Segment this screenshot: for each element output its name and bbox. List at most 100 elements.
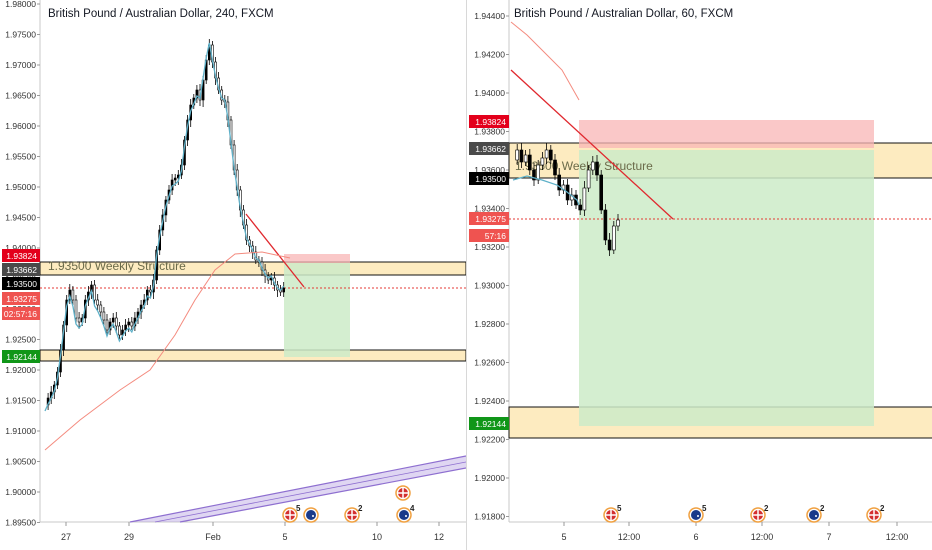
candle-body bbox=[118, 325, 121, 336]
price-tick-label: 1.94000 bbox=[5, 243, 36, 253]
stop-loss-zone[interactable] bbox=[579, 120, 874, 148]
ema-fast-line[interactable] bbox=[44, 42, 285, 412]
ema-slow-line[interactable] bbox=[44, 251, 291, 451]
uk-flag-icon[interactable] bbox=[395, 485, 411, 501]
candle-body bbox=[105, 319, 109, 331]
time-axis[interactable]: 5 12:00 6 12:00 7 12:00 bbox=[509, 521, 932, 542]
price-tick-label: 1.92800 bbox=[474, 319, 505, 329]
candle-body bbox=[124, 324, 127, 331]
channel-mid bbox=[154, 461, 466, 523]
candle-body bbox=[96, 299, 99, 306]
price-tick-label: 1.93600 bbox=[474, 165, 505, 175]
price-tag[interactable]: 1.93824 bbox=[469, 115, 509, 128]
time-axis[interactable]: 27 29 Feb 5 10 12 bbox=[40, 521, 466, 542]
price-tag-label: 57:16 bbox=[485, 231, 507, 241]
australia-flag-icon[interactable]: 5 bbox=[688, 504, 707, 523]
price-tag-bg bbox=[2, 350, 40, 363]
take-profit-zone[interactable] bbox=[284, 263, 350, 357]
time-tick-label: 27 bbox=[61, 532, 71, 542]
time-tick-label: 12:00 bbox=[618, 532, 641, 542]
price-tag[interactable]: 1.92144 bbox=[469, 417, 509, 430]
chart-canvas[interactable]: 1.94400 1.94200 1.94000 1.93800 1.93600 1.934… bbox=[467, 0, 932, 550]
event-count: 5 bbox=[617, 504, 622, 513]
ema-fast-line[interactable] bbox=[512, 175, 580, 206]
price-tick-label: 1.98000 bbox=[5, 0, 36, 9]
flag-star bbox=[815, 515, 817, 517]
candle-body bbox=[540, 157, 545, 166]
price-axis[interactable]: 1.94400 1.94200 1.94000 1.93800 1.93600 1.934… bbox=[474, 0, 510, 550]
price-tag[interactable]: 1.93275 bbox=[2, 292, 40, 305]
price-tag[interactable]: 1.93662 bbox=[2, 263, 40, 276]
candle-body bbox=[536, 164, 540, 181]
candle-body bbox=[582, 187, 587, 211]
price-tag[interactable]: 57:16 bbox=[469, 229, 509, 242]
price-tag[interactable]: 1.92144 bbox=[2, 350, 40, 363]
price-tag-label: 02:57:16 bbox=[4, 309, 37, 319]
price-tick-label: 1.94500 bbox=[5, 213, 36, 223]
flag-star bbox=[312, 515, 314, 517]
uk-flag-icon[interactable]: 2 bbox=[344, 504, 363, 523]
time-tick-label: 12:00 bbox=[886, 532, 909, 542]
stop-loss-zone[interactable] bbox=[284, 254, 350, 263]
time-tick-label: 10 bbox=[372, 532, 382, 542]
candle-body bbox=[527, 154, 532, 171]
candle-body bbox=[146, 289, 149, 301]
price-tag-bg bbox=[469, 229, 509, 242]
australia-flag-icon[interactable] bbox=[303, 507, 319, 523]
candle-body bbox=[77, 317, 81, 323]
support-zone[interactable] bbox=[39, 349, 466, 362]
flag-fill bbox=[306, 510, 316, 520]
price-tag-bg bbox=[469, 212, 509, 225]
candle-body bbox=[616, 219, 620, 227]
flag-fill bbox=[809, 510, 819, 520]
uk-flag-icon[interactable]: 5 bbox=[603, 504, 622, 523]
price-tick-label: 1.93800 bbox=[474, 127, 505, 137]
time-tick-label: 5 bbox=[561, 532, 566, 542]
uk-flag-icon[interactable]: 2 bbox=[750, 504, 769, 523]
price-channel[interactable] bbox=[129, 455, 466, 523]
price-tag-label: 1.93824 bbox=[6, 251, 37, 261]
ema-slow-line[interactable] bbox=[510, 21, 580, 101]
chart-canvas[interactable]: 1.98000 1.97500 1.97000 1.96500 1.96000 1.955… bbox=[0, 0, 466, 550]
price-tag-bg bbox=[469, 172, 509, 185]
candle-body bbox=[102, 311, 106, 321]
event-count: 2 bbox=[764, 504, 769, 513]
time-tick-label: 7 bbox=[826, 532, 831, 542]
australia-flag-icon[interactable]: 2 bbox=[806, 504, 825, 523]
price-tag-label: 1.93500 bbox=[6, 279, 37, 289]
flag-star bbox=[697, 515, 699, 517]
uk-flag-icon[interactable]: 2 bbox=[866, 504, 885, 523]
price-tick-label: 1.91800 bbox=[474, 512, 505, 522]
price-tick-label: 1.93400 bbox=[474, 204, 505, 214]
candle-body bbox=[523, 154, 528, 163]
price-tick-label: 1.96500 bbox=[5, 91, 36, 101]
price-tick-label: 1.92400 bbox=[474, 396, 505, 406]
event-count: 2 bbox=[358, 504, 363, 513]
chart-panel-60[interactable]: British Pound / Australian Dollar, 60, F… bbox=[466, 0, 932, 550]
price-tag[interactable]: 1.93275 bbox=[469, 212, 509, 225]
uk-flag-icon[interactable]: 5 bbox=[282, 504, 301, 523]
australia-flag-icon[interactable]: 4 bbox=[396, 504, 415, 523]
price-tick-label: 1.95000 bbox=[5, 182, 36, 192]
price-tag[interactable]: 1.93500 bbox=[469, 172, 509, 185]
structure-label[interactable]: 1.93500 Weekly Structure bbox=[48, 259, 186, 273]
price-tag[interactable]: 1.93500 bbox=[2, 277, 40, 290]
candle-body bbox=[195, 89, 199, 99]
flag-fill bbox=[691, 510, 701, 520]
channel-lower bbox=[179, 467, 466, 523]
price-tag-label: 1.93662 bbox=[6, 265, 37, 275]
chart-panel-240[interactable]: British Pound / Australian Dollar, 240, … bbox=[0, 0, 466, 550]
trendline[interactable] bbox=[510, 69, 674, 220]
price-tick-label: 1.94000 bbox=[474, 88, 505, 98]
price-tick-label: 1.92000 bbox=[474, 473, 505, 483]
take-profit-zone[interactable] bbox=[579, 150, 874, 426]
time-tick-label: 6 bbox=[693, 532, 698, 542]
chart-title: British Pound / Australian Dollar, 240, … bbox=[48, 8, 274, 20]
price-tag[interactable]: 1.93662 bbox=[469, 142, 509, 155]
price-tag[interactable]: 1.93824 bbox=[2, 249, 40, 262]
trendline[interactable] bbox=[245, 213, 305, 288]
candle-body bbox=[115, 317, 118, 327]
candle-body bbox=[149, 289, 152, 293]
candle-body bbox=[603, 209, 608, 241]
price-tag[interactable]: 02:57:16 bbox=[2, 307, 40, 320]
